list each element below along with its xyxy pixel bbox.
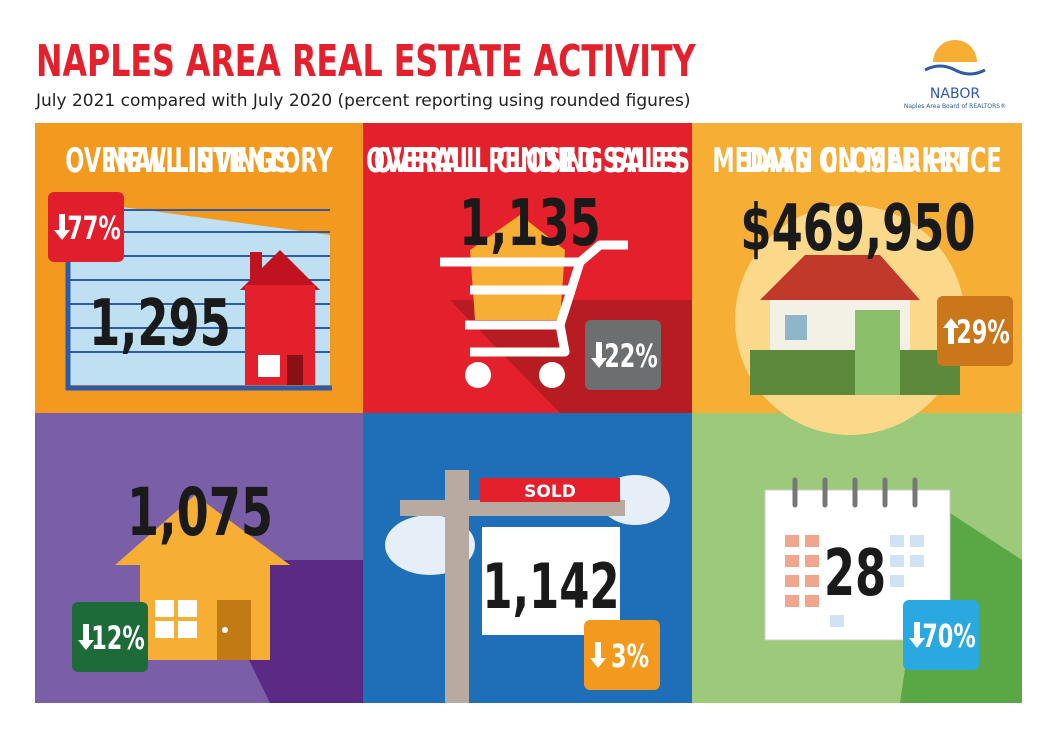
badge-change: 29% <box>956 313 1010 351</box>
badge-bg <box>72 602 148 672</box>
badge-change: 12% <box>91 619 145 657</box>
arrow-down <box>78 624 94 650</box>
inventory-illustration <box>65 200 332 391</box>
price-illustration <box>735 205 965 435</box>
arrow-up <box>943 318 959 344</box>
tile-value: 1,295 <box>89 287 231 361</box>
arrow-down <box>591 342 607 368</box>
tile-value: $469,950 <box>740 192 975 266</box>
badge-bg <box>48 192 124 262</box>
badge-change: 22% <box>604 337 658 375</box>
change-badge: 77% <box>48 192 124 262</box>
badge-bg <box>585 320 661 390</box>
tile-title: MEDIAN CLOSED PRICE <box>712 140 1001 180</box>
arrow-down <box>54 214 70 240</box>
tile-value: 1,075 <box>127 475 273 551</box>
badge-change: 3% <box>611 637 649 675</box>
tile-value: 28 <box>824 537 886 611</box>
tile-title: OVERALL PENDING SALES <box>366 140 690 180</box>
tile-value: 1,135 <box>459 187 601 261</box>
tile-value: 1,142 <box>482 550 619 623</box>
page-title: NAPLES AREA REAL ESTATE ACTIVITY <box>36 36 697 88</box>
change-badge: 70% <box>903 600 979 670</box>
sold-illustration <box>385 470 670 703</box>
tile-title: OVERALL INVENTORY <box>65 140 333 180</box>
arrow-down <box>909 622 925 648</box>
logo-mark <box>924 40 987 84</box>
badge-bg <box>937 296 1013 366</box>
tile-title: DAYS ON MARKET <box>745 140 970 180</box>
logo-name: NABOR <box>930 86 980 102</box>
page-subtitle: July 2021 compared with July 2020 (perce… <box>35 91 690 111</box>
logo-tagline: Naples Area Board of REALTORS® <box>904 103 1006 110</box>
change-badge: 3% <box>584 620 660 690</box>
tile-title: NEW LISTINGS <box>108 140 290 180</box>
listing-illustration <box>115 495 363 703</box>
badge-bg <box>584 620 660 690</box>
badge-bg <box>903 600 979 670</box>
arrow-down <box>590 642 606 668</box>
badge-change: 70% <box>922 617 976 655</box>
tile-title: OVERALL CLOSED SALES <box>374 140 682 180</box>
badge-change: 77% <box>67 209 121 247</box>
change-badge: 29% <box>937 296 1013 366</box>
sign-text: SOLD <box>524 482 576 502</box>
change-badge: 22% <box>585 320 661 390</box>
change-badge: 12% <box>72 602 148 672</box>
